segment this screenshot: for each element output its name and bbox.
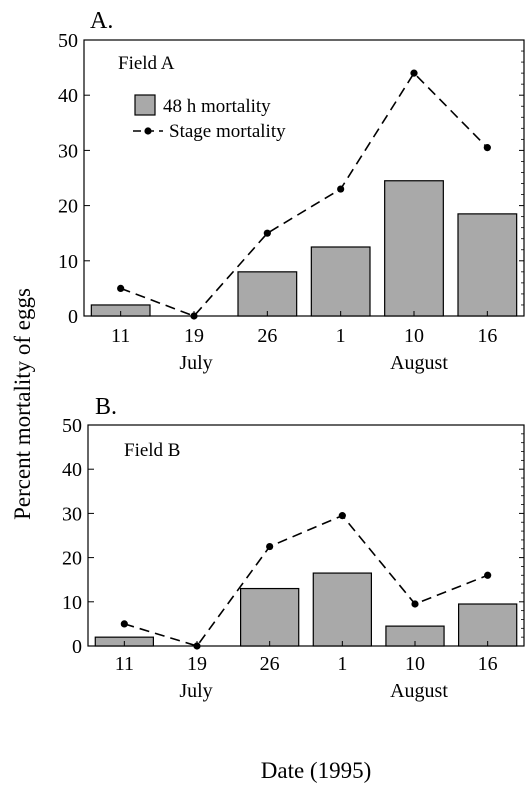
month-label: August xyxy=(390,680,448,702)
y-tick-label: 40 xyxy=(58,85,78,107)
panel-title: Field B xyxy=(124,440,180,461)
data-point xyxy=(337,185,345,193)
panel-label: A. xyxy=(90,8,113,34)
data-point xyxy=(193,642,201,650)
y-tick-label: 0 xyxy=(72,636,82,658)
month-label: July xyxy=(179,352,212,374)
y-tick-label: 10 xyxy=(58,251,78,273)
data-point xyxy=(120,620,128,628)
data-point xyxy=(484,571,492,579)
legend-bar-label: 48 h mortality xyxy=(163,96,271,117)
legend-bar-swatch xyxy=(134,94,156,116)
x-tick-label: 11 xyxy=(111,325,130,347)
data-point xyxy=(266,542,274,551)
bar xyxy=(457,213,518,317)
x-tick-label: 10 xyxy=(405,653,425,675)
y-tick-label: 10 xyxy=(62,592,82,614)
bar xyxy=(458,603,518,647)
month-label: August xyxy=(390,352,448,374)
bar xyxy=(312,572,372,647)
data-point xyxy=(263,229,271,237)
x-tick-label: 26 xyxy=(260,653,280,675)
x-tick-label: 16 xyxy=(478,653,498,675)
stage-mortality-line xyxy=(124,514,488,647)
plot-frame xyxy=(83,39,525,317)
bar xyxy=(237,271,298,317)
y-tick-label: 30 xyxy=(58,140,78,162)
x-tick-label: 16 xyxy=(477,325,497,347)
chart-panel-b: 0 10 20 30 40 50 11 19 26 1 10 16 July August B. Field … xyxy=(62,394,525,702)
y-tick-label: 20 xyxy=(58,196,78,218)
x-tick-label: 10 xyxy=(404,325,424,347)
x-axis-label: Date (1995) xyxy=(261,758,372,783)
x-tick-label: 26 xyxy=(257,325,277,347)
data-point xyxy=(483,144,491,152)
y-tick-label: 0 xyxy=(68,306,78,328)
y-tick-label: 30 xyxy=(62,503,82,525)
x-tick-label: 1 xyxy=(337,653,347,675)
x-tick-label: 19 xyxy=(187,653,207,675)
x-tick-label: 11 xyxy=(115,653,134,675)
bar xyxy=(310,246,371,317)
data-point xyxy=(117,284,125,292)
panel-title: Field A xyxy=(118,53,175,74)
x-tick-label: 1 xyxy=(336,325,346,347)
legend-line-marker xyxy=(144,127,152,135)
y-tick-label: 20 xyxy=(62,548,82,570)
panel-label: B. xyxy=(95,394,117,420)
stage-mortality-line xyxy=(120,71,488,317)
bar xyxy=(384,180,444,317)
data-point xyxy=(410,69,418,77)
chart-panel-a: 0 10 20 30 40 50 11 19 26 1 10 16 July August A.Field … xyxy=(58,8,525,374)
bar xyxy=(240,587,300,647)
x-tick-label: 19 xyxy=(184,325,204,347)
plot-frame xyxy=(87,424,525,647)
month-label: July xyxy=(179,680,212,702)
data-point xyxy=(411,600,419,608)
data-point xyxy=(190,312,198,320)
y-tick-label: 50 xyxy=(58,30,78,52)
y-axis-label: Percent mortality of eggs xyxy=(10,288,35,520)
y-tick-label: 50 xyxy=(62,415,82,437)
data-point xyxy=(338,512,346,520)
y-tick-label: 40 xyxy=(62,459,82,481)
legend-line-label: Stage mortality xyxy=(169,121,286,142)
